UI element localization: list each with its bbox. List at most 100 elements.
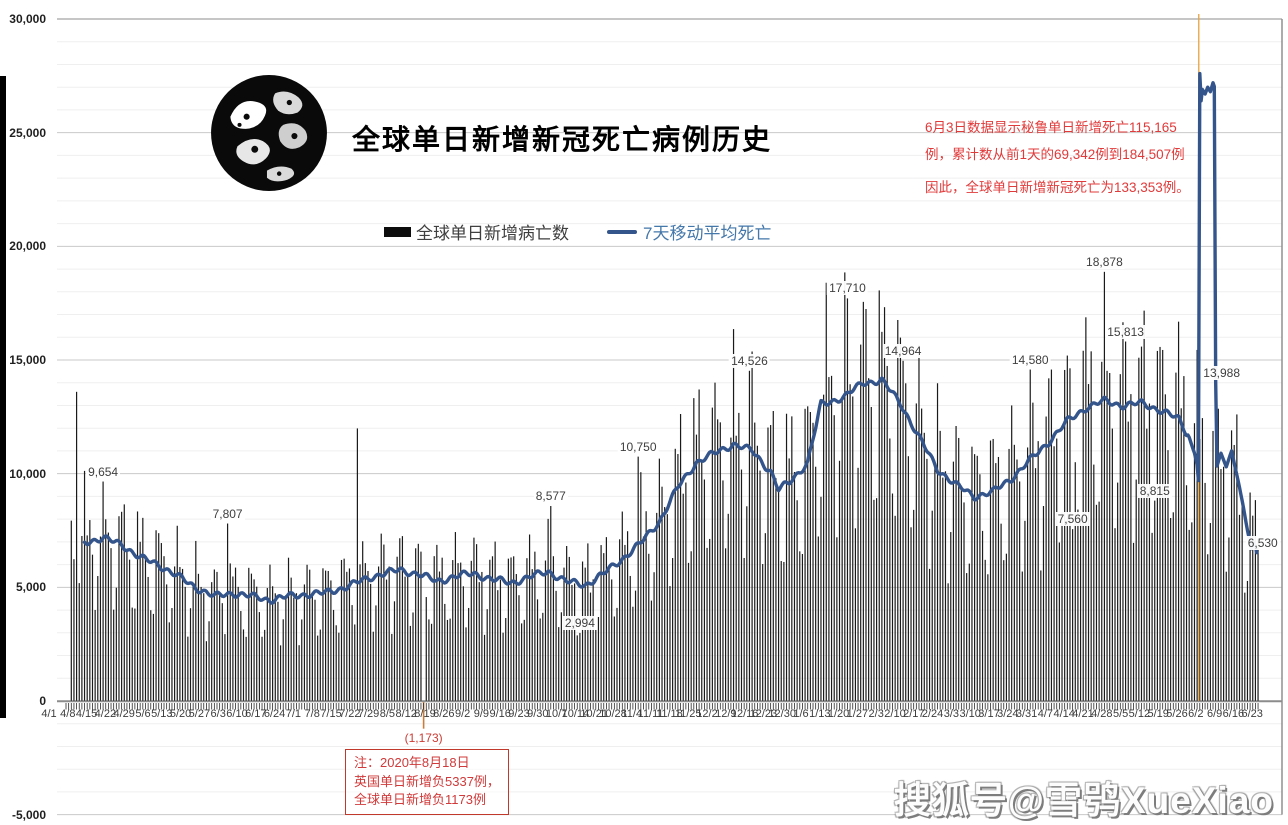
uk-note-line3: 全球单日新增负1173例 <box>354 792 486 807</box>
x-axis-label: 5/6 <box>135 708 151 720</box>
chart-title: 全球单日新增新冠死亡病例历史 <box>352 124 773 155</box>
x-axis-label: 2/17 <box>903 708 925 720</box>
bar-data-label: 18,878 <box>1084 254 1125 269</box>
x-axis-label: 4/22 <box>94 708 117 720</box>
x-axis-label: 2/3 <box>868 708 884 720</box>
x-axis-label: 3/10 <box>959 708 981 720</box>
peru-annotation-line1: 6月3日数据显示秘鲁单日新增死亡115,165 <box>925 120 1177 135</box>
x-axis-label: 8/12 <box>395 708 417 720</box>
x-axis-label: 4/15 <box>75 708 98 720</box>
bar-series-swatch <box>384 226 411 237</box>
watermark: 搜狐号@雪鸮XueXiao <box>893 780 1274 821</box>
x-axis-label: 8/26 <box>433 708 455 720</box>
x-axis-label: 6/3 <box>210 708 226 720</box>
negative-bar-label: (1,173) <box>404 731 443 745</box>
x-axis-label: 12/23 <box>749 708 778 720</box>
x-axis-label: 6/17 <box>245 708 267 720</box>
bar-data-label: 14,526 <box>729 353 770 368</box>
y-axis-label: 5,000 <box>15 580 46 595</box>
line-series-label: 7天移动平均死亡 <box>643 224 772 243</box>
x-axis-label: 9/9 <box>473 708 490 720</box>
uk-note-line2: 英国单日新增负5337例， <box>354 773 500 789</box>
x-axis-label: 6/24 <box>263 708 286 720</box>
uk-note-line1: 注：2020年8月18日 <box>354 755 470 770</box>
x-axis-label: 2/24 <box>921 708 944 720</box>
x-axis-label: 6/16 <box>1222 708 1245 720</box>
x-axis-label: 7/29 <box>357 708 380 720</box>
earth-image <box>211 75 327 191</box>
x-axis-label: 7/1 <box>285 708 302 720</box>
y-axis-label: 10,000 <box>9 466 46 481</box>
x-axis-label: 7/8 <box>304 708 320 720</box>
y-axis-label: 30,000 <box>9 12 46 26</box>
x-axis-label: 5/5 <box>1112 708 1129 720</box>
x-axis-label: 9/2 <box>454 708 471 720</box>
x-axis-label: 5/20 <box>169 708 192 720</box>
y-axis-label: 15,000 <box>9 353 46 367</box>
line-data-label: 13,988 <box>1201 366 1243 380</box>
legend: 全球单日新增病亡数 7天移动平均死亡 <box>384 219 771 244</box>
y-axis-label: 25,000 <box>9 125 46 140</box>
bar-data-label: 14,964 <box>882 343 924 358</box>
x-axis-label: 1/6 <box>793 708 809 720</box>
bar-data-label: 14,580 <box>1009 352 1051 367</box>
x-axis-label: 8/5 <box>379 708 396 720</box>
bar-data-label: 10,750 <box>617 439 659 454</box>
x-axis-label: 4/21 <box>1072 708 1094 720</box>
bar-data-label: 7,807 <box>210 506 245 521</box>
bar-data-label: 7,560 <box>1055 512 1090 527</box>
left-edge-artifact <box>0 76 6 718</box>
x-axis-label: 12/9 <box>715 708 737 720</box>
peru-annotation-line3: 因此，全球单日新增新冠死亡为133,353例。 <box>925 180 1190 195</box>
uk-negative-note-box: 注：2020年8月18日 英国单日新增负5337例， 全球单日新增负1173例 <box>345 749 509 815</box>
x-axis-label: 11/25 <box>674 708 702 720</box>
x-axis-label: 3/24 <box>997 708 1019 720</box>
peru-annotation: 6月3日数据显示秘鲁单日新增死亡115,165 例，累计数从前1天的69,342… <box>925 114 1190 201</box>
bar-data-label: 2,994 <box>562 615 597 630</box>
line-data-label: 6,530 <box>1245 535 1280 550</box>
bar-series-label: 全球单日新增病亡数 <box>416 224 569 243</box>
x-axis-label: 6/23 <box>1241 708 1263 720</box>
bar-data-label: 8,815 <box>1137 483 1172 498</box>
x-axis-label: 5/26 <box>1166 708 1188 720</box>
x-axis-label: 10/14 <box>561 708 590 720</box>
x-axis-label: 4/14 <box>1053 708 1075 720</box>
bar-data-label: 15,813 <box>1105 324 1146 339</box>
bar-data-label: 9,654 <box>86 464 121 479</box>
x-axis-label: 10/21 <box>580 708 608 720</box>
bar-data-label: 8,577 <box>533 489 568 504</box>
x-axis-label: 12/30 <box>768 708 796 720</box>
x-axis-label: 4/7 <box>1037 708 1054 720</box>
x-axis-label: 1/13 <box>809 708 831 720</box>
x-axis-label: 3/31 <box>1015 708 1038 720</box>
x-axis-label: 12/16 <box>730 708 759 720</box>
x-axis-label: 9/16 <box>489 708 511 720</box>
x-axis-label: 4/1 <box>41 708 57 720</box>
x-axis-label: 4/29 <box>113 708 135 720</box>
x-axis-label: 5/19 <box>1147 708 1169 720</box>
x-axis-label: 5/27 <box>188 708 211 720</box>
x-axis-label: 10/7 <box>545 708 568 720</box>
x-axis-label: 9/23 <box>508 708 530 720</box>
y-axis-label: -5,000 <box>11 807 46 822</box>
y-axis-label: 0 <box>39 694 46 708</box>
x-axis-label: 12/2 <box>696 708 718 720</box>
x-axis-label: 6/9 <box>1206 708 1223 720</box>
x-axis-label: 4/8 <box>60 708 76 720</box>
x-axis-label: 4/28 <box>1091 708 1113 720</box>
x-axis-label: 9/30 <box>527 708 549 720</box>
line-series-swatch <box>607 229 637 234</box>
x-axis-label: 1/27 <box>846 708 869 720</box>
x-axis-label: 7/15 <box>320 708 342 720</box>
x-axis-label: 11/4 <box>621 708 643 720</box>
x-axis-label: 11/11 <box>637 708 664 720</box>
y-axis-label: 20,000 <box>9 239 46 254</box>
peru-annotation-line2: 例，累计数从前1天的69,342例到184,507例 <box>925 147 1185 162</box>
x-axis-label: 3/17 <box>978 708 1000 720</box>
x-axis-label: 5/13 <box>151 708 173 720</box>
x-axis-label: 11/18 <box>656 708 683 720</box>
x-axis-label: 2/10 <box>884 708 906 720</box>
x-axis-label: 3/3 <box>943 708 960 720</box>
